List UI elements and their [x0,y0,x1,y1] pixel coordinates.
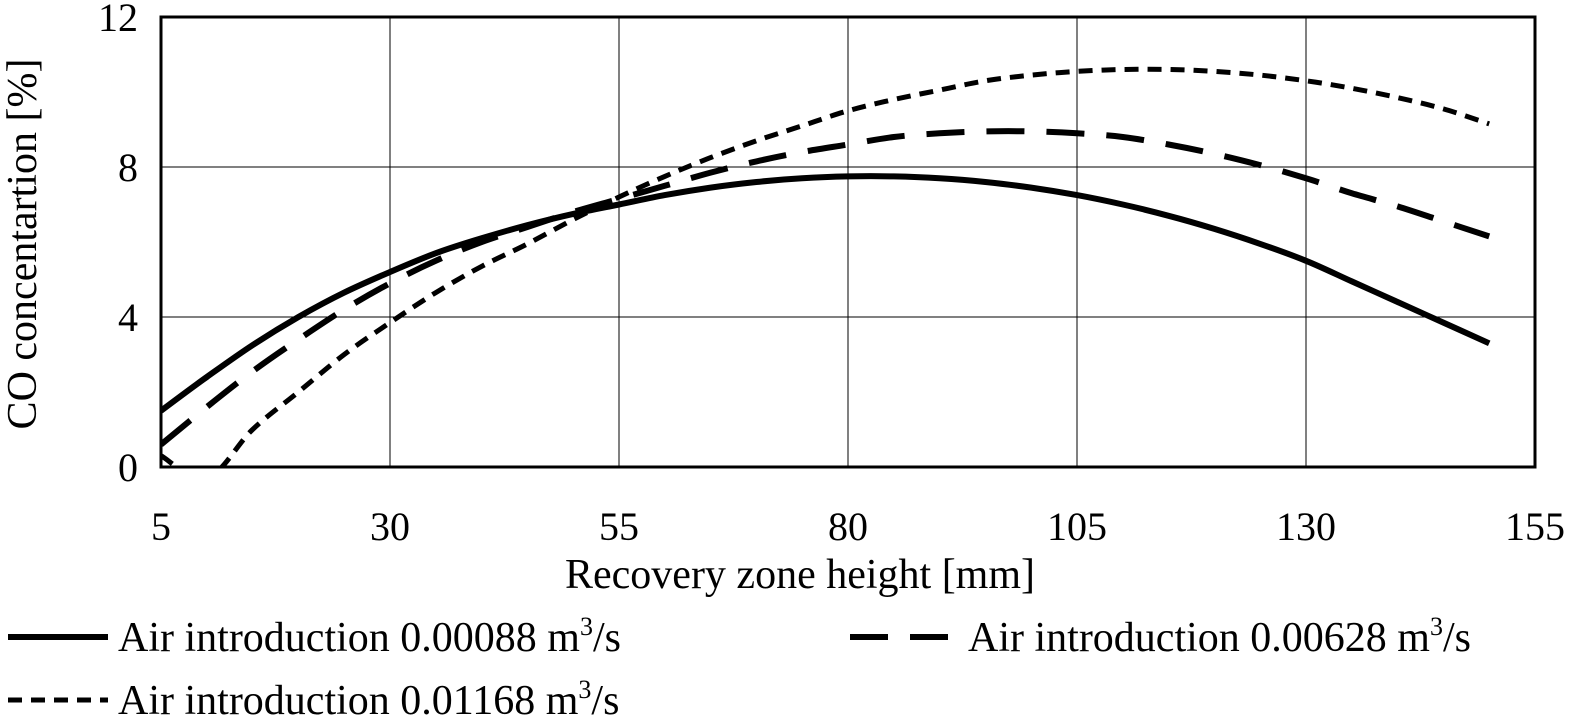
x-tick-labels: 5 30 55 80 105 130 155 [151,504,1565,549]
y-tick-label: 12 [98,0,138,40]
y-tick-labels: 0 4 8 12 [98,0,138,490]
legend-item-1: Air introduction 0.00088 m3/s [8,612,621,661]
series-lines [161,66,1491,467]
legend-label-2: Air introduction 0.00628 m3/s [968,612,1471,661]
x-tick-label: 105 [1047,504,1107,549]
x-tick-label: 55 [599,504,639,549]
series-line-1 [161,173,1491,414]
x-tick-label: 30 [370,504,410,549]
legend-item-2: Air introduction 0.00628 m3/s [850,612,1471,661]
legend-item-3: Air introduction 0.01168 m3/s [8,675,619,722]
plot-frame [159,15,1537,469]
y-tick-label: 0 [118,445,138,490]
x-tick-label: 155 [1505,504,1565,549]
legend-label-1: Air introduction 0.00088 m3/s [118,612,621,661]
gridlines [160,16,1536,468]
x-tick-label: 5 [151,504,171,549]
series-line-2 [161,128,1491,447]
x-tick-label: 130 [1276,504,1336,549]
y-tick-label: 8 [118,145,138,190]
x-axis-title: Recovery zone height [mm] [565,552,1035,598]
legend-label-3: Air introduction 0.01168 m3/s [118,675,619,722]
series-line-3 [161,66,1490,467]
legend: Air introduction 0.00088 m3/s Air introd… [8,612,1471,722]
x-tick-label: 80 [828,504,868,549]
y-axis-title: CO concentartion [%] [0,59,46,430]
y-tick-label: 4 [118,295,138,340]
